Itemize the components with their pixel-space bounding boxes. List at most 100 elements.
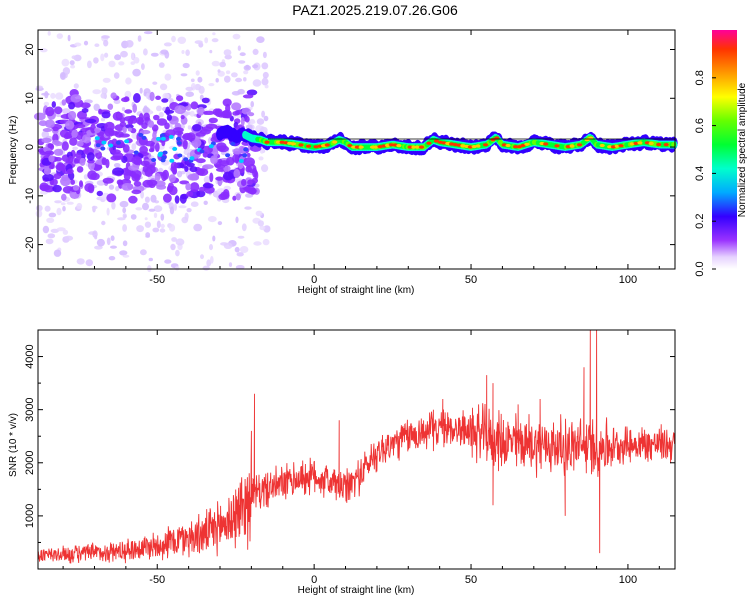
spectrogram-cell	[246, 152, 251, 158]
spectrogram-cell	[140, 190, 145, 199]
spectrogram-cell	[241, 223, 247, 232]
spectrogram-cell	[148, 148, 155, 153]
spectrogram-cell	[101, 87, 108, 95]
spectrogram-cell	[94, 127, 101, 133]
spectrogram-cell	[249, 188, 257, 195]
spectrogram-cell	[209, 49, 213, 54]
spectrogram-cell	[75, 123, 86, 129]
spectrogram-cell	[211, 60, 220, 67]
spectrogram-cell	[62, 108, 71, 115]
spectrogram-cell	[202, 265, 210, 271]
spectrogram-cell	[104, 52, 109, 58]
colorbar-tick-label: 0.6	[694, 118, 706, 133]
spectrogram-cell	[122, 144, 130, 153]
spectrogram-cell	[181, 50, 185, 54]
spectrogram-cell	[148, 208, 156, 212]
spectrogram-cell	[231, 102, 242, 111]
spectrogram-cell	[194, 40, 203, 44]
spectrogram-cell	[235, 77, 243, 83]
spectrogram-cell	[73, 83, 79, 89]
spectrogram-cell	[264, 140, 270, 144]
spectrogram-cell	[224, 54, 232, 60]
spectrogram-cell	[95, 143, 101, 148]
spectrogram-cell	[418, 145, 425, 149]
spectrogram-cell	[142, 165, 149, 173]
spectrogram-cell	[208, 83, 215, 87]
spectrogram-cell	[143, 105, 148, 113]
spectrogram-cell	[47, 31, 51, 36]
spectrogram-cell	[196, 168, 209, 177]
spectrogram-cell	[181, 134, 192, 141]
spectrogram-cell	[46, 217, 55, 223]
spectrogram-x-axis-label: Height of straight line (km)	[298, 285, 415, 296]
spectrogram-cell	[237, 45, 241, 51]
spectrogram-cell	[243, 157, 255, 167]
spectrogram-cell	[235, 216, 239, 224]
spectrogram-cell	[100, 146, 106, 151]
spectrogram-cell	[176, 95, 184, 102]
spectrogram-cell	[262, 238, 270, 246]
spectrogram-y-tick-label: 10	[24, 92, 36, 104]
spectrogram-cell	[214, 164, 226, 169]
spectrogram-cell	[69, 137, 78, 146]
spectrogram-cell	[232, 111, 239, 116]
spectrogram-cell	[96, 190, 104, 197]
spectrogram-cell	[180, 73, 188, 77]
spectrogram-cell	[637, 141, 643, 145]
spectrogram-cell	[41, 92, 50, 96]
spectrogram-cell	[148, 257, 153, 262]
spectrogram-cell	[67, 155, 74, 164]
spectrogram-cell	[131, 156, 143, 165]
spectrogram-cell	[200, 254, 204, 260]
spectrogram-y-tick-label: -10	[24, 188, 36, 204]
spectrogram-cell	[168, 174, 176, 183]
spectrogram-cell	[202, 164, 214, 170]
spectrogram-cell	[149, 91, 155, 102]
spectrogram-y-axis-label: Frequency (Hz)	[8, 116, 19, 185]
spectrogram-cell	[212, 235, 216, 242]
spectrogram-cell	[139, 87, 143, 94]
spectrogram-cell	[141, 135, 147, 140]
spectrogram-cell	[56, 162, 65, 171]
spectrogram-cell	[180, 115, 185, 120]
spectrogram-cell	[150, 52, 159, 57]
spectrogram-cell	[122, 240, 128, 247]
spectrogram-cell	[212, 32, 216, 36]
spectrogram-cell	[225, 70, 231, 75]
spectrogram-cell	[178, 205, 187, 209]
snr-x-tick-label: 0	[311, 574, 317, 586]
spectrogram-cell	[189, 156, 195, 161]
spectrogram-cell	[197, 106, 205, 116]
spectrogram-cell	[433, 139, 440, 143]
spectrogram-cell	[74, 153, 82, 158]
spectrogram-cell	[231, 72, 238, 78]
spectrogram-cell	[160, 213, 165, 221]
spectrogram-cell	[223, 171, 234, 181]
colorbar-tick-label: 0.2	[694, 214, 706, 229]
spectrogram-cell	[61, 193, 67, 201]
spectrogram-cell	[242, 94, 254, 99]
spectrogram-cell	[258, 156, 264, 161]
spectrogram-cell	[223, 49, 232, 56]
spectrogram-cell	[290, 142, 296, 146]
spectrogram-cell	[53, 249, 62, 257]
spectrogram-cell	[76, 140, 84, 147]
spectrogram-cell	[232, 195, 237, 201]
spectrogram-cell	[70, 64, 76, 69]
spectrogram-cell	[156, 220, 161, 229]
spectrogram-cell	[543, 142, 549, 146]
spectrogram-cell	[64, 235, 74, 241]
spectrogram-cell	[224, 75, 231, 83]
spectrogram-cell	[120, 50, 128, 58]
spectrogram-cell	[115, 186, 120, 192]
spectrogram-cell	[119, 200, 129, 208]
spectrogram-cell	[114, 124, 125, 132]
spectrogram-cell	[101, 220, 106, 226]
figure-title: PAZ1.2025.219.07.26.G06	[292, 2, 458, 18]
spectrogram-cell	[261, 62, 269, 70]
spectrogram-cell	[125, 77, 132, 85]
spectrogram-cell	[125, 40, 134, 48]
spectrogram-cell	[204, 37, 209, 44]
spectrogram-cell	[144, 217, 148, 221]
spectrogram-cell	[54, 200, 62, 204]
